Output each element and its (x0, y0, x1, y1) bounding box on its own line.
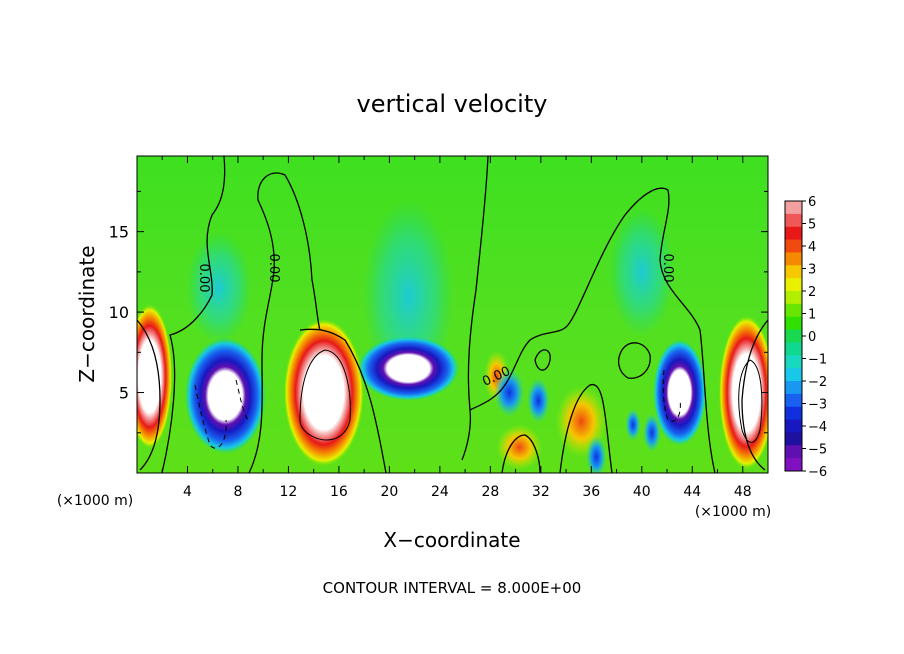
updraft-core (718, 315, 768, 470)
colorbar-swatch (785, 265, 802, 279)
colorbar-tick-label: −1 (808, 353, 827, 368)
zero-contour (534, 349, 551, 371)
zero-contour (741, 319, 769, 471)
x-tick-label: 28 (481, 484, 499, 500)
y-axis-ticks: 5 10 15 (109, 190, 768, 434)
x-unit-right: (×1000 m) (695, 504, 771, 520)
chart-title: vertical velocity (357, 90, 548, 118)
y-tick-label: 5 (119, 384, 129, 403)
zero-contour (469, 187, 716, 474)
colorbar-tick-label: 5 (808, 218, 816, 233)
negative-contour (194, 384, 227, 449)
colorbar-swatch (785, 278, 802, 292)
contour-label: 0.00 (196, 264, 211, 293)
colorbar-swatch (785, 445, 802, 459)
field-blob (526, 378, 550, 424)
field-blob (496, 424, 543, 470)
contour-lines (136, 155, 769, 474)
x-tick-label: 8 (233, 484, 242, 500)
colorbar-tick-label: −6 (808, 465, 827, 480)
zero-contour (299, 328, 387, 474)
contour-interval-note: CONTOUR INTERVAL = 8.000E+00 (323, 579, 582, 597)
field-blob (625, 408, 641, 441)
colorbar-swatch (785, 226, 802, 241)
positive-contour (299, 349, 351, 441)
colorbar-tick-label: 4 (808, 240, 816, 255)
colorbar-swatch (785, 368, 802, 382)
colorbar-swatch (785, 329, 802, 343)
colorbar-ticks: 6 5 4 3 2 1 0 −1 −2 −3 −4 −5 −6 (802, 195, 827, 480)
colorbar-tick-label: −2 (808, 375, 827, 390)
downdraft-core (184, 337, 266, 454)
x-tick-label: 12 (280, 484, 298, 500)
x-tick-label: 36 (582, 484, 600, 500)
x-tick-label: 24 (431, 484, 449, 500)
colorbar-swatch (785, 432, 802, 446)
colorbar-swatch (785, 355, 802, 369)
field-blob (608, 207, 675, 337)
colorbar-swatch (785, 393, 802, 408)
field-blob (586, 435, 607, 473)
contour-label: 0.00 (266, 254, 281, 283)
negative-contour (235, 379, 249, 421)
x-tick-label: 48 (734, 484, 752, 500)
field-blob (494, 368, 525, 417)
x-axis-ticks: 4 8 12 16 20 24 28 32 36 40 44 48 (161, 156, 752, 500)
x-unit-left: (×1000 m) (57, 493, 133, 509)
updraft-core (137, 304, 173, 449)
colorbar-swatch (785, 381, 802, 395)
zero-contour (559, 384, 613, 474)
colorbar-swatch (785, 458, 802, 472)
positive-contour (738, 359, 763, 443)
colorbar-swatch (785, 291, 802, 305)
colorbar-tick-label: 0 (808, 330, 816, 345)
plot-frame (136, 155, 769, 474)
zero-contour (248, 172, 321, 474)
downdraft-core (653, 339, 707, 446)
colorbar-tick-label: 6 (808, 195, 816, 210)
zero-contour (461, 155, 489, 461)
zero-contour (501, 434, 541, 474)
field-blob (186, 231, 252, 345)
colorbar-swatch (785, 303, 802, 318)
downdraft-core (357, 336, 459, 401)
y-tick-label: 10 (109, 303, 129, 322)
colorbar-swatch (785, 239, 802, 253)
velocity-field (137, 156, 768, 473)
colorbar-tick-label: 1 (808, 308, 816, 323)
colorbar-swatch (785, 406, 802, 421)
x-tick-label: 44 (683, 484, 701, 500)
zero-contour (161, 155, 226, 474)
colorbar-tick-label: −3 (808, 398, 827, 413)
contour-label: 0.00 (660, 254, 675, 283)
colorbar-swatch (785, 342, 802, 356)
x-axis-label: X−coordinate (383, 528, 520, 552)
colorbar-tick-label: 3 (808, 263, 816, 278)
x-tick-label: 40 (633, 484, 651, 500)
colorbar-swatch (785, 252, 802, 266)
colorbar-tick-label: −5 (808, 443, 827, 458)
colorbar-swatch (785, 201, 802, 215)
updraft-core (283, 318, 365, 467)
colorbar-swatch (785, 419, 802, 433)
x-tick-label: 20 (380, 484, 398, 500)
x-tick-label: 4 (183, 484, 192, 500)
y-tick-label: 15 (109, 223, 129, 242)
x-tick-label: 32 (532, 484, 550, 500)
zero-contour (136, 319, 161, 471)
field-blob (643, 413, 661, 453)
colorbar-tick-label: −4 (808, 420, 827, 435)
colorbar-swatch (785, 213, 802, 228)
colorbar (784, 200, 803, 472)
y-axis-label: Z−coordinate (75, 245, 99, 382)
x-tick-label: 16 (330, 484, 348, 500)
zero-contour (617, 342, 651, 379)
colorbar-swatch (785, 316, 802, 331)
colorbar-tick-label: 2 (808, 285, 816, 300)
